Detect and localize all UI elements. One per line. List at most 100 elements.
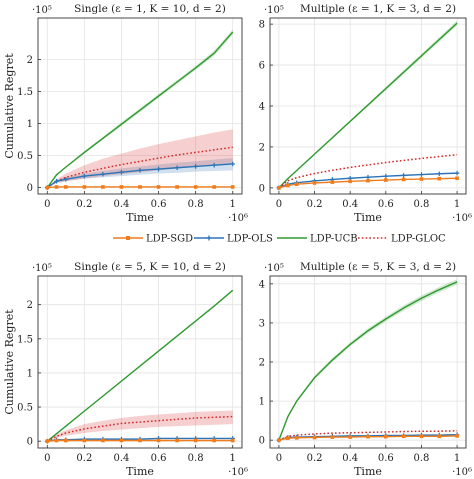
data-point-ldp-sgd [286, 183, 290, 188]
data-point-ldp-sgd [64, 185, 68, 189]
panel-title: Multiple (ε = 1, K = 3, d = 2) [300, 3, 456, 15]
data-point-ldp-sgd [156, 185, 161, 189]
panel-title: Single (ε = 5, K = 10, d = 2) [74, 261, 226, 273]
x-tick-label: 0.8 [414, 199, 430, 210]
data-point-ldp-ols [230, 161, 236, 167]
axis-frame [37, 17, 243, 195]
legend-item-ldp-ols: LDP-OLS [194, 234, 273, 245]
data-point-ldp-ols [63, 176, 69, 182]
data-point-ldp-ols [436, 171, 442, 177]
data-point-ldp-ols [54, 178, 59, 184]
y-tick-label: 1 [27, 119, 33, 130]
y-tick-label: 4 [259, 279, 265, 290]
legend-label: LDP-OLS [227, 234, 273, 245]
data-point-ldp-sgd [455, 176, 459, 181]
data-point-ldp-sgd [437, 434, 442, 439]
data-point-ldp-sgd [175, 438, 179, 443]
x-tick-label: 0.8 [414, 453, 430, 464]
x-tick-label: 0 [276, 199, 282, 210]
legend-label: LDP-GLOC [391, 234, 446, 245]
y-tick-label: 1 [259, 397, 265, 408]
x-axis-multiplier: ·10⁶ [228, 467, 248, 478]
x-tick-label: 0.4 [342, 453, 358, 464]
x-tick-label: 1 [230, 453, 236, 464]
data-point-ldp-sgd [277, 438, 281, 442]
data-point-ldp-sgd [212, 185, 216, 189]
x-tick-label: 0.2 [76, 199, 92, 210]
y-axis-multiplier: ·10⁵ [32, 263, 52, 274]
data-point-ldp-sgd [348, 435, 352, 439]
x-tick-label: 0.6 [378, 199, 394, 210]
y-tick-label: 0 [259, 436, 265, 447]
y-tick-label: 2 [259, 142, 265, 153]
legend-marker-sgd [126, 236, 130, 240]
data-point-ldp-sgd [82, 185, 87, 189]
data-point-ldp-ols [174, 165, 180, 171]
series-line-ldp-ucb [278, 22, 458, 189]
legend-item-ldp-gloc: LDP-GLOC [358, 234, 446, 245]
data-point-ldp-sgd [101, 185, 105, 189]
x-tick-label: 0.4 [114, 453, 130, 464]
x-tick-label: 0 [44, 199, 50, 210]
data-point-ldp-ols [100, 171, 106, 177]
data-point-ldp-sgd [156, 438, 161, 443]
x-axis-multiplier: ·10⁶ [452, 213, 472, 224]
y-tick-label: 1.5 [17, 87, 33, 98]
data-point-ldp-sgd [64, 438, 68, 443]
x-tick-label: 0.2 [307, 453, 323, 464]
chart-panel-1: 0 0.2 0.4 0.6 0.8 1 0 0.5 1 1.5 2 Single (ε = 1, K … [3, 3, 248, 224]
x-tick-label: 0 [276, 453, 282, 464]
data-point-ldp-sgd [82, 438, 87, 443]
data-point-ldp-sgd [366, 434, 370, 439]
data-point-ldp-sgd [330, 435, 335, 439]
data-point-ldp-sgd [45, 185, 50, 190]
data-point-ldp-sgd [419, 434, 424, 439]
x-axis-multiplier: ·10⁶ [452, 467, 472, 478]
x-tick-label: 0.2 [307, 199, 323, 210]
data-point-ldp-sgd [277, 186, 281, 190]
series-line-ldp-gloc [278, 153, 458, 189]
data-point-ldp-sgd [294, 182, 299, 186]
y-tick-label: 4 [259, 102, 265, 113]
axis-frame [37, 275, 243, 449]
y-tick-label: 1 [27, 368, 33, 379]
data-point-ldp-sgd [384, 178, 388, 182]
data-point-ldp-sgd [312, 435, 317, 440]
data-point-ldp-sgd [294, 436, 299, 440]
x-tick-label: 1 [454, 453, 460, 464]
data-point-ldp-sgd [312, 181, 317, 185]
x-axis-label: Time [354, 465, 382, 478]
series-line-ldp-gloc [46, 146, 233, 189]
data-point-ldp-sgd [101, 438, 105, 443]
data-point-ldp-sgd [212, 438, 216, 443]
data-point-ldp-ols [193, 164, 198, 169]
data-point-ldp-ols [419, 172, 424, 177]
data-point-ldp-sgd [54, 185, 59, 189]
y-tick-label: 1.5 [17, 334, 33, 345]
data-point-ldp-ols [119, 169, 124, 175]
data-point-ldp-sgd [401, 434, 406, 439]
data-point-ldp-sgd [230, 438, 235, 443]
data-point-ldp-sgd [437, 176, 442, 181]
x-tick-label: 0.4 [114, 199, 130, 210]
x-tick-label: 1 [454, 199, 460, 210]
series-line-ldp-ucb [46, 289, 234, 442]
legend-item-ldp-ucb: LDP-UCB [277, 234, 358, 245]
legend: LDP-SGD LDP-OLS LDP-UCB LDP-GLOC [113, 234, 446, 245]
data-point-ldp-sgd [138, 438, 142, 443]
x-tick-label: 0.6 [151, 199, 167, 210]
y-tick-label: 8 [259, 20, 265, 31]
panel-title: Multiple (ε = 5, K = 3, d = 2) [300, 261, 456, 273]
y-axis-multiplier: ·10⁵ [32, 5, 52, 16]
data-point-ldp-sgd [330, 180, 335, 184]
y-tick-label: 6 [259, 61, 265, 72]
x-tick-label: 0.8 [188, 453, 204, 464]
x-axis-multiplier: ·10⁶ [228, 213, 248, 224]
plot-area [38, 18, 242, 194]
data-point-ldp-ols [82, 173, 87, 179]
data-point-ldp-sgd [138, 185, 142, 189]
data-point-ldp-sgd [119, 185, 124, 189]
legend-marker-ols [206, 235, 212, 241]
y-tick-label: 0 [27, 437, 33, 448]
